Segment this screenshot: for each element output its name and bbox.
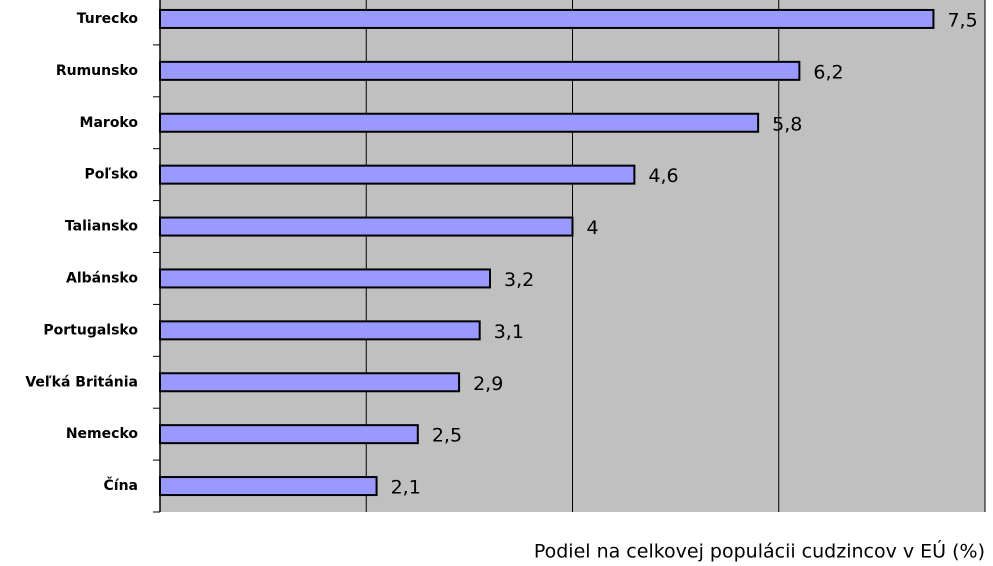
y-tick-label: Portugalsko	[43, 322, 138, 338]
bar	[159, 372, 461, 393]
value-label: 3,1	[494, 321, 524, 343]
bar	[159, 164, 636, 185]
x-axis-label: Podiel na celkovej populácii cudzincov v…	[534, 539, 985, 563]
bar	[159, 216, 574, 237]
value-label: 4,6	[648, 165, 678, 187]
value-label: 2,9	[473, 373, 503, 395]
y-tick-label: Poľsko	[85, 167, 139, 183]
bar	[159, 424, 419, 445]
bar	[159, 320, 481, 341]
value-label: 2,1	[391, 477, 421, 499]
y-tick-label: Albánsko	[66, 270, 138, 286]
y-tick-label: Čína	[104, 476, 139, 494]
value-label: 7,5	[947, 9, 977, 31]
y-tick-label: Taliansko	[65, 219, 138, 235]
value-label: 5,8	[772, 113, 802, 135]
bar	[159, 112, 760, 133]
bar	[159, 60, 801, 81]
value-label: 3,2	[504, 269, 534, 291]
value-label: 2,5	[432, 425, 462, 447]
bar	[159, 268, 491, 289]
y-tick-label: Maroko	[80, 115, 139, 131]
y-tick-label: Turecko	[77, 11, 139, 27]
value-label: 4	[587, 217, 599, 239]
bar	[159, 8, 935, 29]
y-tick-label: Veľká Británia	[25, 374, 138, 390]
y-tick-label: Rumunsko	[56, 63, 139, 79]
y-tick-label: Nemecko	[66, 426, 139, 442]
bar	[159, 476, 378, 497]
value-label: 6,2	[813, 61, 843, 83]
